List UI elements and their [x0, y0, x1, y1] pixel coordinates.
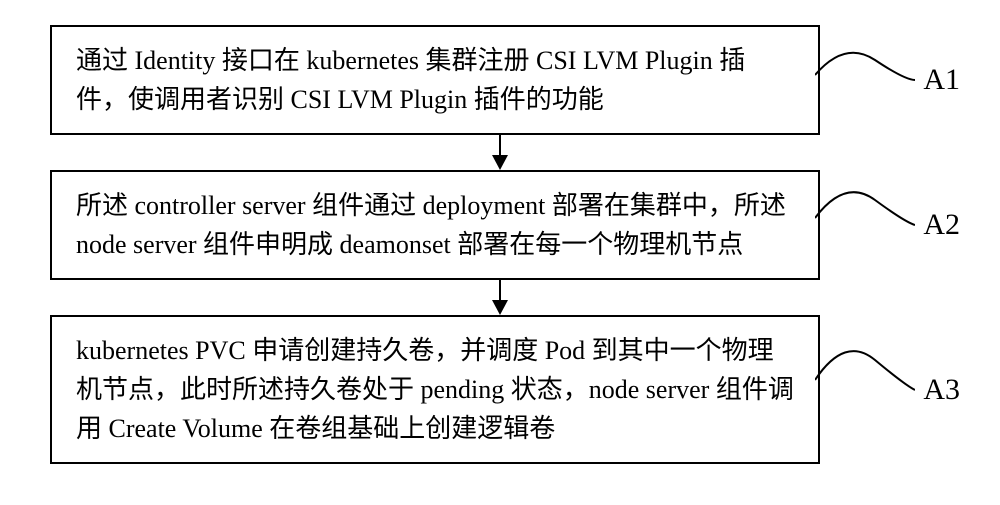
arrow-down-2 — [485, 280, 515, 315]
step-label-2: A2 — [923, 208, 960, 242]
step-row-1: 通过 Identity 接口在 kubernetes 集群注册 CSI LVM … — [50, 25, 950, 135]
arrow-container-2 — [115, 280, 885, 315]
flowchart-container: 通过 Identity 接口在 kubernetes 集群注册 CSI LVM … — [50, 25, 950, 464]
step-text-1: 通过 Identity 接口在 kubernetes 集群注册 CSI LVM … — [76, 46, 745, 114]
step-text-2: 所述 controller server 组件通过 deployment 部署在… — [76, 191, 786, 259]
step-row-3: kubernetes PVC 申请创建持久卷，并调度 Pod 到其中一个物理机节… — [50, 315, 950, 464]
step-box-1: 通过 Identity 接口在 kubernetes 集群注册 CSI LVM … — [50, 25, 820, 135]
step-box-2: 所述 controller server 组件通过 deployment 部署在… — [50, 170, 820, 280]
step-label-3: A3 — [923, 373, 960, 407]
curve-bracket-3 — [815, 325, 915, 455]
step-row-2: 所述 controller server 组件通过 deployment 部署在… — [50, 170, 950, 280]
step-label-1: A1 — [923, 63, 960, 97]
step-text-3: kubernetes PVC 申请创建持久卷，并调度 Pod 到其中一个物理机节… — [76, 336, 794, 443]
curve-bracket-1 — [815, 35, 915, 125]
arrow-container-1 — [115, 135, 885, 170]
step-box-3: kubernetes PVC 申请创建持久卷，并调度 Pod 到其中一个物理机节… — [50, 315, 820, 464]
curve-bracket-2 — [815, 170, 915, 280]
arrow-down-1 — [485, 135, 515, 170]
